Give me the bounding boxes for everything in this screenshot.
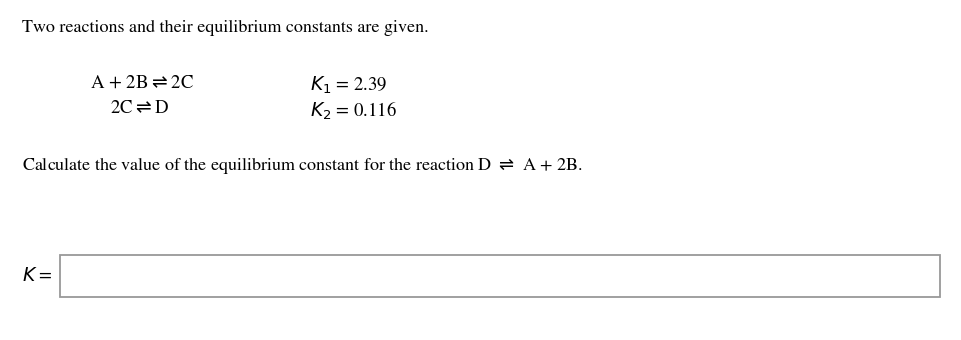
Text: $K_2$ = 0.116: $K_2$ = 0.116 [310, 100, 397, 122]
Text: 2C$\rightleftharpoons$D: 2C$\rightleftharpoons$D [110, 100, 170, 117]
Text: A + 2B$\rightleftharpoons$2C: A + 2B$\rightleftharpoons$2C [90, 75, 194, 92]
Text: $K_1$ = 2.39: $K_1$ = 2.39 [310, 75, 387, 96]
Text: Two reactions and their equilibrium constants are given.: Two reactions and their equilibrium cons… [22, 20, 429, 36]
Text: $K$ =: $K$ = [22, 267, 53, 285]
Text: Calculate the value of the equilibrium constant for the reaction D $\rightleftha: Calculate the value of the equilibrium c… [22, 155, 582, 176]
FancyBboxPatch shape [60, 255, 940, 297]
